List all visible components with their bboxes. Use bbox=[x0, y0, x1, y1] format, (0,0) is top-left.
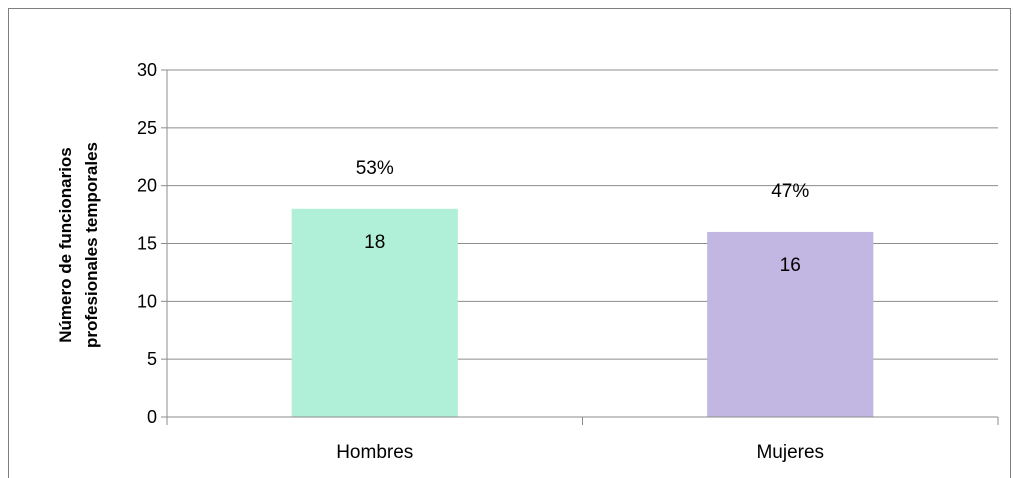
bar-value-label-mujeres: 16 bbox=[780, 255, 801, 276]
bar-mujeres bbox=[707, 231, 874, 417]
x-category-label-mujeres: Mujeres bbox=[756, 442, 824, 463]
y-tick-label-0: 0 bbox=[147, 407, 157, 427]
labels: 0 5 10 15 20 25 30 18 53% Hombres 16 47% Mujeres bbox=[137, 60, 824, 463]
y-axis-title-line-2: profesionales temporales bbox=[82, 142, 101, 348]
bar-percent-label-hombres: 53% bbox=[356, 158, 394, 179]
y-tick-label-5: 5 bbox=[147, 349, 157, 369]
axes bbox=[161, 69, 999, 425]
y-tick-label-30: 30 bbox=[137, 60, 157, 80]
bars bbox=[291, 208, 874, 417]
bar-value-label-hombres: 18 bbox=[364, 232, 385, 253]
bar-percent-label-mujeres: 47% bbox=[771, 181, 809, 202]
y-axis-title-line-1: Número de funcionarios bbox=[56, 147, 75, 343]
y-tick-label-10: 10 bbox=[137, 291, 157, 311]
y-tick-label-25: 25 bbox=[137, 118, 157, 138]
bar-hombres bbox=[291, 208, 458, 417]
y-tick-label-15: 15 bbox=[137, 234, 157, 254]
x-category-label-hombres: Hombres bbox=[336, 442, 413, 463]
y-tick-label-20: 20 bbox=[137, 176, 157, 196]
